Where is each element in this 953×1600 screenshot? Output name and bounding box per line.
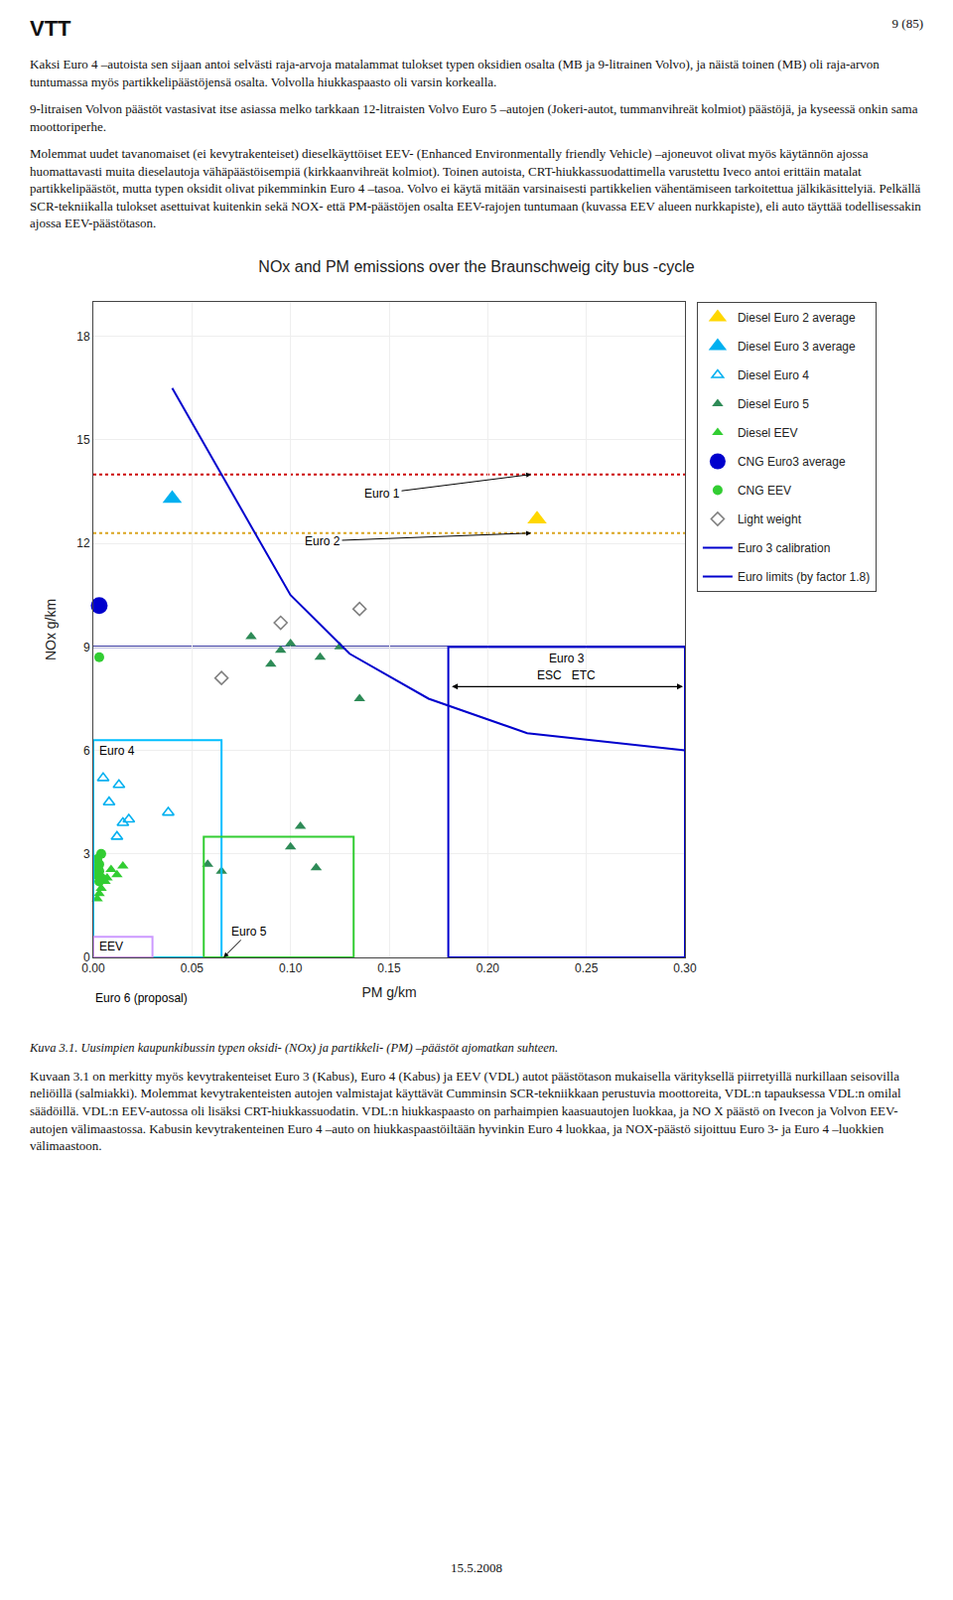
svg-text:0.15: 0.15 (377, 960, 402, 975)
svg-text:Light weight: Light weight (737, 512, 803, 527)
svg-text:Diesel Euro 3 average: Diesel Euro 3 average (737, 339, 856, 354)
svg-text:Diesel EEV: Diesel EEV (737, 425, 799, 440)
svg-text:Euro 3 calibration: Euro 3 calibration (737, 541, 830, 555)
svg-text:15: 15 (76, 432, 91, 447)
svg-text:PM g/km: PM g/km (361, 983, 416, 1000)
svg-text:Diesel Euro 2 average: Diesel Euro 2 average (737, 310, 856, 325)
html-text:15.5.2008: 15.5.2008 (450, 1559, 503, 1575)
svg-text:6: 6 (83, 743, 91, 758)
svg-text:0.10: 0.10 (278, 960, 303, 975)
html-text:Molemmat uudet tavanomaiset (e: Molemmat uudet tavanomaiset (ei kevytrak… (29, 146, 922, 231)
svg-text:0: 0 (83, 950, 91, 964)
svg-text:EEV: EEV (99, 939, 124, 953)
svg-text:NOx and PM emissions over the: NOx and PM emissions over the Braunschwe… (258, 258, 694, 275)
svg-text:CNG EEV: CNG EEV (737, 483, 792, 498)
svg-text:Euro 2: Euro 2 (304, 534, 341, 548)
svg-text:Euro 1: Euro 1 (364, 486, 401, 501)
html-text:Kuvaan 3.1 on merkitty myös ke: Kuvaan 3.1 on merkitty myös kevytrakente… (29, 1068, 901, 1153)
svg-text:0.05: 0.05 (180, 960, 205, 975)
svg-text:3: 3 (83, 846, 91, 861)
svg-text:12: 12 (76, 536, 91, 550)
svg-text:9: 9 (83, 639, 91, 654)
svg-text:0.00: 0.00 (81, 960, 106, 975)
svg-text:0.20: 0.20 (476, 960, 501, 975)
svg-text:Euro limits (by factor 1.8): Euro limits (by factor 1.8) (737, 569, 870, 584)
svg-text:NOx g/km: NOx g/km (42, 598, 59, 661)
svg-text:Euro 3: Euro 3 (548, 651, 585, 666)
html-text:VTT: VTT (29, 15, 72, 41)
html-text:9-litraisen Volvon päästöt vas: 9-litraisen Volvon päästöt vastasivat it… (29, 101, 918, 134)
html-text:Kuva 3.1. Uusimpien kaupunkibu: Kuva 3.1. Uusimpien kaupunkibussin typen… (29, 1040, 559, 1055)
html-text:Kaksi Euro 4 –autoista sen sij: Kaksi Euro 4 –autoista sen sijaan antoi … (29, 56, 880, 89)
svg-text:ESC ETC: ESC ETC (537, 668, 596, 682)
svg-text:Euro 4: Euro 4 (99, 743, 136, 758)
svg-text:18: 18 (76, 329, 91, 344)
svg-text:Euro 5: Euro 5 (231, 924, 268, 939)
svg-text:0.30: 0.30 (673, 960, 697, 975)
svg-text:Diesel Euro 4: Diesel Euro 4 (737, 368, 810, 383)
svg-text:Diesel Euro 5: Diesel Euro 5 (737, 397, 810, 411)
svg-text:Euro 6 (proposal): Euro 6 (proposal) (95, 990, 188, 1005)
html-text:9 (85): 9 (85) (892, 15, 924, 31)
svg-text:0.25: 0.25 (574, 960, 599, 975)
svg-text:CNG Euro3 average: CNG Euro3 average (737, 454, 846, 469)
